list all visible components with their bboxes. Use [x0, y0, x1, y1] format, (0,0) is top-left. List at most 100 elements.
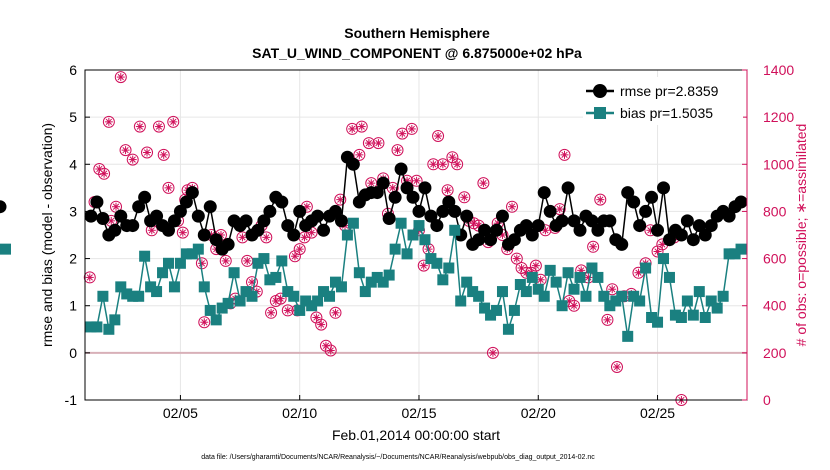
y-tick-label: 2 — [69, 251, 77, 267]
obs-possible-marker — [427, 158, 440, 171]
obs-assimilated-marker — [434, 132, 443, 140]
bias-point — [717, 290, 729, 302]
rmse-point — [197, 228, 211, 242]
bias-point — [174, 257, 186, 269]
bias-point — [365, 276, 377, 288]
obs-possible-marker — [372, 137, 385, 150]
obs-possible-marker — [245, 276, 258, 289]
rmse-point — [167, 214, 181, 228]
obs-assimilated-marker — [267, 308, 276, 317]
bias-point — [556, 300, 568, 312]
rmse-point — [615, 237, 629, 251]
bias-point — [329, 276, 341, 288]
x-axis-label: Feb.01,2014 00:00:00 start — [332, 427, 500, 443]
x-tick-label: 02/05 — [163, 405, 198, 421]
obs-possible-marker — [417, 259, 430, 272]
obs-possible-marker — [529, 259, 542, 272]
obs-possible-marker — [558, 148, 571, 161]
rmse-point — [448, 204, 462, 218]
obs-assimilated-marker — [612, 363, 621, 371]
bias-point — [312, 295, 324, 307]
obs-possible-marker — [167, 115, 180, 128]
rmse-point — [686, 233, 700, 247]
rmse-point — [621, 186, 635, 200]
bias-point — [264, 274, 276, 286]
bias-point — [318, 286, 330, 298]
rmse-point — [519, 219, 533, 233]
obs-possible-marker — [610, 361, 623, 373]
rmse-point — [561, 181, 575, 195]
obs-possible-marker — [141, 146, 154, 159]
rmse-point — [138, 190, 152, 204]
y2-axis-ticks: 0 200 400 600 800 1000 1200 1400 — [742, 62, 794, 408]
obs-assimilated-marker — [355, 150, 364, 159]
obs-assimilated-marker — [570, 301, 579, 310]
rmse-point — [424, 209, 438, 223]
rmse-point — [674, 228, 688, 242]
bias-point — [407, 229, 419, 241]
obs-possible-marker — [329, 306, 342, 319]
bias-point — [97, 290, 109, 302]
bias-point — [568, 283, 580, 295]
obs-assimilated-marker — [295, 245, 304, 254]
obs-possible-marker — [114, 71, 127, 84]
rmse-point — [657, 181, 671, 195]
obs-assimilated-marker — [135, 122, 144, 131]
obs-assimilated-marker — [560, 150, 569, 159]
bias-point — [562, 267, 574, 279]
bias-point — [437, 274, 449, 286]
rmse-point — [406, 190, 420, 204]
bias-point — [180, 248, 192, 260]
bias-point — [508, 304, 520, 316]
bias-point — [592, 271, 604, 283]
obs-assimilated-marker — [200, 318, 209, 327]
bias-point — [133, 290, 145, 302]
rmse-point — [0, 200, 7, 214]
bias-point — [204, 304, 216, 316]
bias-point — [514, 279, 526, 290]
bias-point — [151, 286, 163, 298]
bias-point — [687, 309, 699, 321]
bias-point — [109, 314, 121, 326]
bias-point — [288, 290, 300, 302]
obs-possible-marker — [405, 122, 418, 135]
rmse-point — [239, 214, 253, 228]
y2-tick-label: 1200 — [763, 109, 794, 125]
bias-point — [711, 302, 723, 314]
rmse-point — [507, 233, 521, 247]
bias-point — [616, 290, 628, 302]
obs-possible-marker — [510, 252, 523, 265]
y2-tick-label: 600 — [763, 251, 787, 267]
y2-tick-label: 1400 — [763, 62, 794, 78]
obs-assimilated-marker — [197, 259, 206, 268]
bias-point — [0, 243, 11, 255]
rmse-point — [442, 195, 456, 209]
rmse-point — [567, 214, 581, 228]
bias-point — [85, 321, 97, 333]
obs-assimilated-marker — [307, 228, 316, 237]
bias-point — [580, 290, 592, 302]
rmse-point — [84, 209, 98, 223]
y2-axis-label: # of obs: o=possible; ∗=assimilated — [793, 124, 809, 347]
rmse-point — [722, 209, 736, 223]
bias-point — [520, 286, 532, 298]
obs-assimilated-marker — [453, 160, 462, 169]
obs-possible-marker — [126, 153, 139, 166]
obs-assimilated-marker — [104, 117, 113, 126]
rmse-point — [334, 214, 348, 228]
obs-possible-marker — [176, 226, 189, 239]
obs-possible-marker — [119, 144, 132, 157]
bias-point — [401, 248, 413, 260]
rmse-point — [126, 219, 140, 233]
bias-point — [622, 330, 634, 342]
rmse-point — [430, 219, 444, 233]
bias-point — [413, 220, 425, 232]
rmse-point — [370, 186, 384, 200]
obs-assimilated-marker — [460, 193, 469, 202]
bias-point — [652, 316, 664, 328]
obs-assimilated-marker — [393, 146, 402, 155]
obs-possible-marker — [265, 306, 278, 319]
obs-assimilated-marker — [512, 254, 521, 263]
obs-assimilated-marker — [357, 122, 366, 131]
y-axis-label: rmse and bias (model - observation) — [39, 123, 55, 347]
